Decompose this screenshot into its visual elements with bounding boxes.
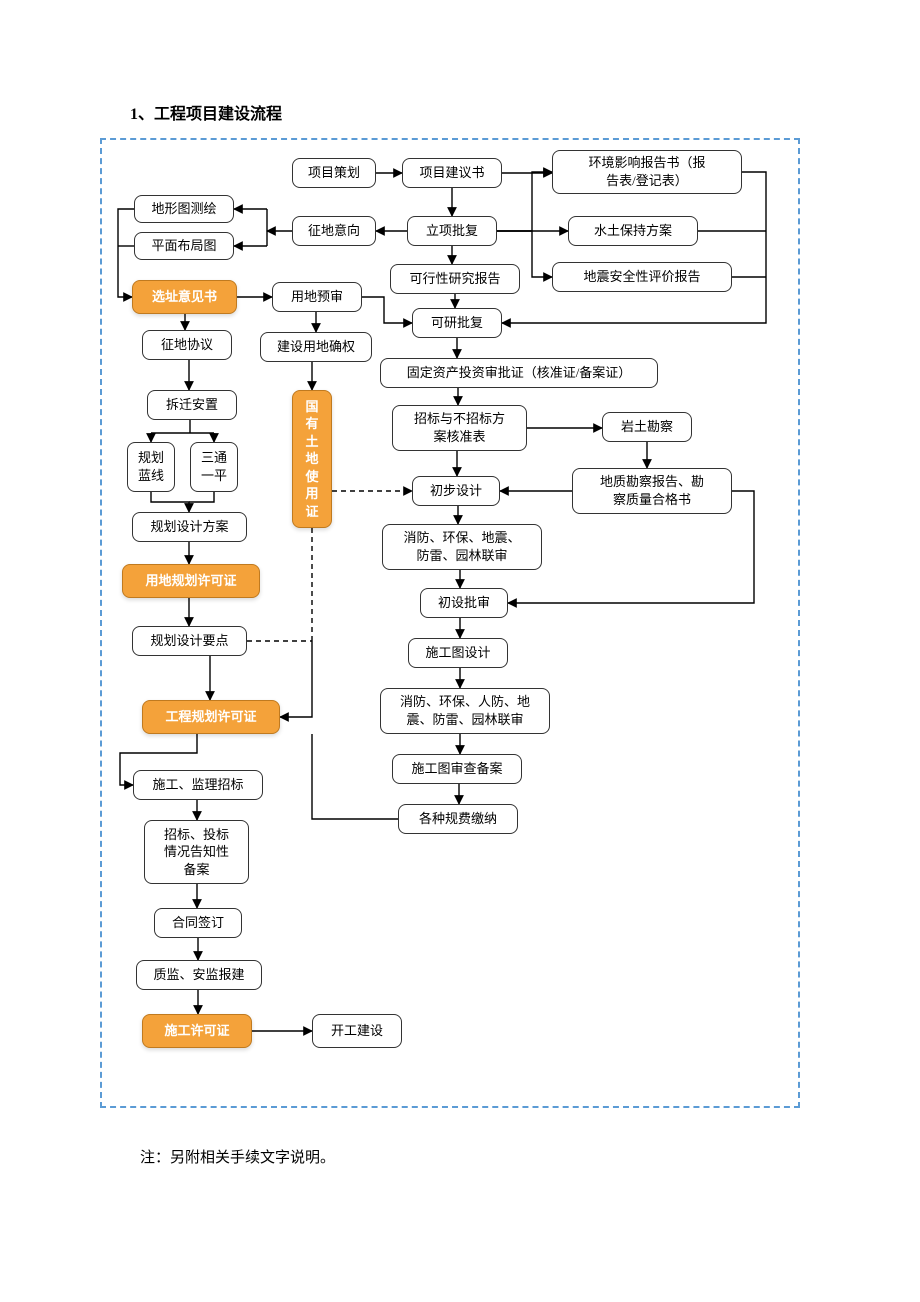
footnote: 注：另附相关手续文字说明。 [140, 1146, 860, 1167]
flow-node-n18: 国 有 土 地 使 用 证 [292, 390, 332, 528]
flow-node-n21: 招标与不招标方 案核准表 [392, 405, 527, 451]
flow-node-n6: 征地意向 [292, 216, 376, 246]
flow-node-n8: 水土保持方案 [568, 216, 698, 246]
flow-node-n10: 可行性研究报告 [390, 264, 520, 294]
flow-edge [280, 641, 312, 717]
flow-node-n3: 环境影响报告书（报 告表/登记表） [552, 150, 742, 194]
flow-edge [502, 172, 766, 323]
flow-node-n40: 开工建设 [312, 1014, 402, 1048]
flow-node-n14: 征地协议 [142, 330, 232, 360]
flow-node-n36: 各种规费缴纳 [398, 804, 518, 834]
flow-node-n23: 地质勘察报告、勘 察质量合格书 [572, 468, 732, 514]
flow-node-n38: 质监、安监报建 [136, 960, 262, 990]
flow-node-n37: 合同签订 [154, 908, 242, 938]
flow-node-n20: 三通 一平 [190, 442, 238, 492]
flow-node-n19: 规划 蓝线 [127, 442, 175, 492]
flow-node-n30: 施工图设计 [408, 638, 508, 668]
flow-node-n1: 项目策划 [292, 158, 376, 188]
flow-node-n39: 施工许可证 [142, 1014, 252, 1048]
flow-node-n4: 地形图测绘 [134, 195, 234, 223]
flow-node-n12: 用地预审 [272, 282, 362, 312]
flow-node-n31: 工程规划许可证 [142, 700, 280, 734]
page-title: 1、工程项目建设流程 [130, 100, 860, 124]
flow-node-n7: 立项批复 [407, 216, 497, 246]
flow-node-n13: 可研批复 [412, 308, 502, 338]
flow-edge [118, 209, 134, 297]
flow-node-n33: 施工、监理招标 [133, 770, 263, 800]
flow-node-n28: 初设批审 [420, 588, 508, 618]
flow-edge [497, 172, 552, 231]
flow-edge [312, 734, 398, 819]
flow-node-n34: 施工图审查备案 [392, 754, 522, 784]
flow-node-n5: 平面布局图 [134, 232, 234, 260]
flowchart-canvas: 项目策划项目建议书 环境影响报告书（报 告表/登记表） 地形图测绘平面布局图 征地意向… [100, 138, 800, 1108]
flow-node-n2: 项目建议书 [402, 158, 502, 188]
flow-node-n25: 规划设计方案 [132, 512, 247, 542]
flow-edge [189, 492, 214, 502]
flow-node-n17: 拆迁安置 [147, 390, 237, 420]
flow-node-n15: 建设用地确权 [260, 332, 372, 362]
flow-node-n11: 选址意见书 [132, 280, 237, 314]
flow-node-n35: 招标、投标 情况告知性 备案 [144, 820, 249, 884]
flow-node-n32: 消防、环保、人防、地 震、防雷、园林联审 [380, 688, 550, 734]
flow-node-n29: 规划设计要点 [132, 626, 247, 656]
flow-node-n26: 消防、环保、地震、 防雷、园林联审 [382, 524, 542, 570]
flow-edge [362, 297, 412, 323]
flow-node-n24: 初步设计 [412, 476, 500, 506]
flow-node-n16: 固定资产投资审批证（核准证/备案证） [380, 358, 658, 388]
flow-node-n27: 用地规划许可证 [122, 564, 260, 598]
flow-node-n9: 地震安全性评价报告 [552, 262, 732, 292]
flow-edge [151, 492, 189, 512]
flow-node-n22: 岩土勘察 [602, 412, 692, 442]
